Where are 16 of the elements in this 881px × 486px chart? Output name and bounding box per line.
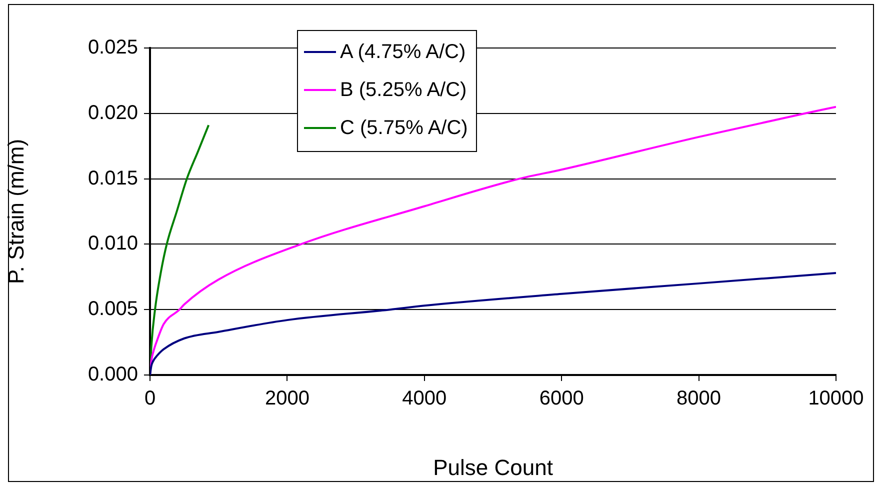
x-tick-label: 0 bbox=[144, 388, 156, 410]
y-tick-label: 0.015 bbox=[88, 167, 138, 190]
y-tick-label: 0.010 bbox=[88, 232, 138, 255]
x-tick-label: 10000 bbox=[808, 388, 864, 410]
x-tick-label: 2000 bbox=[264, 388, 310, 410]
x-tick-label: 8000 bbox=[676, 388, 722, 410]
y-tick-label: 0.000 bbox=[88, 364, 138, 386]
legend-label: A (4.75% A/C) bbox=[340, 40, 466, 65]
y-tick-label: 0.025 bbox=[88, 36, 138, 59]
y-tick-label: 0.020 bbox=[88, 102, 138, 124]
legend-label: C (5.75% A/C) bbox=[340, 116, 468, 141]
x-tick-label: 6000 bbox=[539, 388, 584, 410]
y-tick-label: 0.005 bbox=[88, 298, 138, 320]
legend-label: B (5.25% A/C) bbox=[340, 78, 467, 103]
x-tick-label: 4000 bbox=[402, 388, 447, 410]
x-axis-title: Pulse Count bbox=[433, 454, 553, 480]
